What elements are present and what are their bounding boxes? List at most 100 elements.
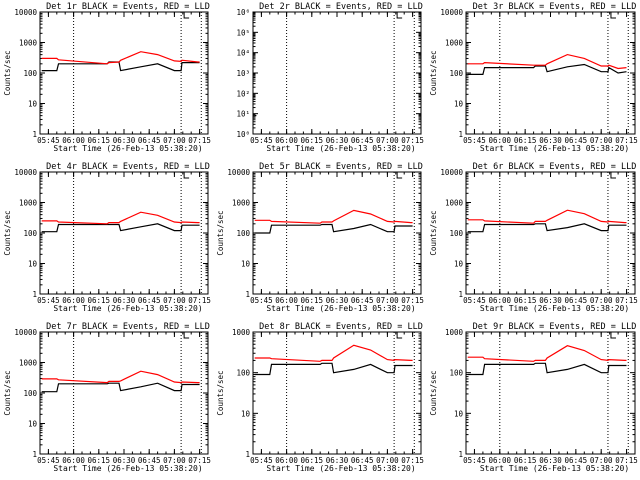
x-tick-label: 06:30 [539, 296, 562, 305]
chart-title: Det 9r BLACK = Events, RED = LLD [473, 322, 637, 332]
y-tick-label: 10 [241, 260, 251, 269]
x-tick-label: 05:45 [37, 456, 60, 465]
x-axis-label: Start Time (26-Feb-13 05:38:20) [53, 304, 202, 313]
x-tick-label: 05:45 [37, 296, 60, 305]
y-tick-label: 100 [449, 369, 463, 378]
det-2r-plot: Det 2r BLACK = Events, RED = LLD 10⁰ 10¹ 10… [236, 2, 424, 153]
y-tick-label: 10 [454, 100, 464, 109]
y-tick-label: 100 [449, 229, 463, 238]
plot-frame [465, 331, 636, 455]
x-tick-label: 07:15 [188, 456, 211, 465]
y-tick-label: 1000 [19, 359, 38, 368]
lld-series-line [467, 209, 627, 224]
y-tick-label: 10000 [14, 8, 37, 17]
y-tick-label: 100 [23, 229, 37, 238]
y-tick-label: 1000 [445, 199, 464, 208]
x-tick-label: 07:15 [615, 456, 638, 465]
x-tick-label: 06:30 [326, 296, 349, 305]
x-tick-label: 06:45 [138, 456, 161, 465]
x-tick-label: 06:45 [565, 456, 588, 465]
x-axis-label: Start Time (26-Feb-13 05:38:20) [266, 464, 415, 473]
y-tick-label: 10 [28, 100, 38, 109]
x-tick-label: 07:00 [376, 296, 399, 305]
x-tick-label: 07:15 [188, 296, 211, 305]
x-axis-label: Start Time (26-Feb-13 05:38:20) [480, 304, 629, 313]
flag-marker [183, 172, 190, 179]
x-tick-label: 07:00 [376, 456, 399, 465]
y-tick-label: 1000 [232, 328, 251, 337]
y-tick-label: 1 [458, 290, 463, 299]
y-tick-label: 1 [32, 290, 37, 299]
y-tick-label: 10⁰ [236, 130, 250, 139]
y-tick-label: 10⁵ [236, 28, 250, 37]
det-3r-plot: Det 3r BLACK = Events, RED = LLD 1 10 100 10… [429, 2, 638, 153]
y-tick-label: 100 [23, 389, 37, 398]
x-tick-label: 06:00 [62, 136, 85, 145]
chart-title: Det 1r BLACK = Events, RED = LLD [46, 2, 210, 12]
x-tick-label: 06:30 [539, 456, 562, 465]
y-tick-label: 1 [32, 130, 37, 139]
x-tick-label: 07:15 [188, 136, 211, 145]
x-tick-label: 06:45 [138, 136, 161, 145]
x-axis-label: Start Time (26-Feb-13 05:38:20) [53, 144, 202, 153]
lld-series-line [467, 345, 627, 362]
y-tick-label: 10000 [440, 168, 463, 177]
chart-title: Det 4r BLACK = Events, RED = LLD [46, 162, 210, 172]
det-9r-plot: Det 9r BLACK = Events, RED = LLD 1 10 100 10… [429, 322, 638, 473]
x-tick-label: 06:30 [326, 456, 349, 465]
y-tick-label: 10000 [14, 328, 37, 337]
x-tick-label: 05:45 [250, 136, 273, 145]
x-tick-label: 06:45 [565, 296, 588, 305]
y-tick-label: 10 [454, 260, 464, 269]
x-tick-label: 07:00 [376, 136, 399, 145]
x-tick-label: 06:15 [301, 136, 324, 145]
flag-marker [396, 332, 403, 339]
y-tick-label: 100 [236, 369, 250, 378]
x-tick-label: 07:15 [615, 296, 638, 305]
x-tick-label: 07:00 [590, 456, 613, 465]
y-tick-label: 10000 [440, 8, 463, 17]
plot-frame [252, 11, 422, 135]
y-tick-label: 10⁴ [236, 49, 250, 58]
x-tick-label: 05:45 [463, 456, 486, 465]
x-axis-label: Start Time (26-Feb-13 05:38:20) [53, 464, 202, 473]
y-tick-label: 1000 [445, 328, 464, 337]
x-tick-label: 07:15 [401, 456, 424, 465]
plot-frame [252, 171, 422, 295]
x-tick-label: 07:15 [401, 136, 424, 145]
y-tick-label: 100 [449, 69, 463, 78]
y-axis-label: Counts/sec [429, 50, 438, 95]
flag-marker [183, 332, 190, 339]
flag-marker [610, 172, 616, 179]
x-tick-label: 05:45 [37, 136, 60, 145]
y-tick-label: 10⁶ [236, 8, 250, 17]
y-tick-label: 10 [28, 420, 38, 429]
x-tick-label: 06:15 [514, 456, 537, 465]
x-tick-label: 06:00 [275, 296, 298, 305]
events-series-line [41, 61, 200, 72]
lld-series-line [41, 370, 200, 384]
det-1r-plot: Det 1r BLACK = Events, RED = LLD 1 10 100 10… [3, 2, 211, 153]
y-tick-label: 1 [458, 450, 463, 459]
x-tick-label: 06:30 [113, 136, 136, 145]
x-axis-label: Start Time (26-Feb-13 05:38:20) [480, 464, 629, 473]
x-tick-label: 05:45 [463, 136, 486, 145]
det-7r-plot: Det 7r BLACK = Events, RED = LLD 1 10 100 10… [3, 322, 211, 473]
det-6r-plot: Det 6r BLACK = Events, RED = LLD 1 10 100 10… [429, 162, 638, 313]
events-series-line [41, 223, 200, 233]
x-tick-label: 06:15 [514, 136, 537, 145]
y-tick-label: 1 [32, 450, 37, 459]
y-tick-label: 1000 [232, 199, 251, 208]
y-axis-label: Counts/sec [216, 210, 225, 255]
y-axis-label: Counts/sec [429, 210, 438, 255]
x-tick-label: 06:00 [62, 296, 85, 305]
det-8r-plot: Det 8r BLACK = Events, RED = LLD 1 10 100 10… [216, 322, 424, 473]
x-tick-label: 06:30 [113, 456, 136, 465]
y-tick-label: 10000 [227, 168, 250, 177]
chart-title: Det 5r BLACK = Events, RED = LLD [259, 162, 423, 172]
y-tick-label: 10 [28, 260, 38, 269]
y-axis-label: Counts/sec [429, 370, 438, 415]
x-tick-label: 06:45 [351, 296, 374, 305]
x-tick-label: 06:00 [489, 296, 512, 305]
